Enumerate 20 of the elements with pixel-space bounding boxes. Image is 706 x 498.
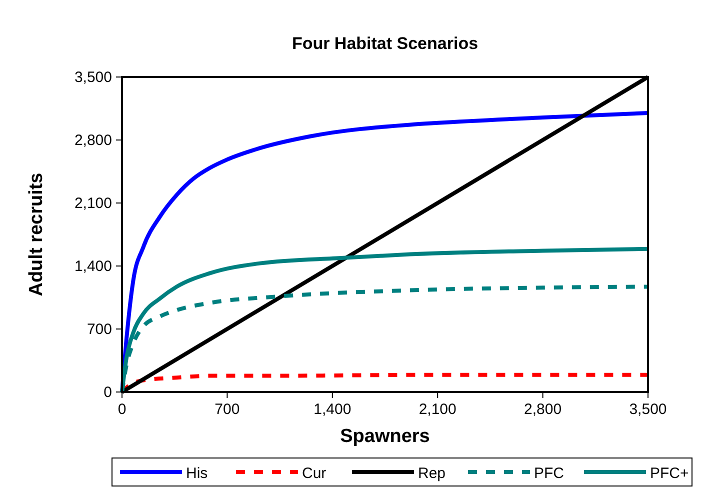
y-axis-title: Adult recruits [26,172,47,296]
y-tick-label: 3,500 [74,69,112,86]
x-tick-label: 0 [118,401,126,418]
y-tick-label: 2,100 [74,195,112,212]
chart-title: Four Habitat Scenarios [292,34,478,53]
legend-label: Cur [302,465,326,482]
x-tick-label: 2,800 [524,401,562,418]
y-tick-label: 1,400 [74,258,112,275]
legend-label: PFC [534,465,564,482]
legend-label: Rep [418,465,446,482]
x-tick-label: 3,500 [629,401,667,418]
legend-label: PFC+ [650,465,689,482]
x-tick-label: 700 [214,401,240,418]
legend-label: His [186,465,208,482]
y-tick-label: 2,800 [74,132,112,149]
x-tick-label: 1,400 [314,401,352,418]
x-axis-title: Spawners [340,426,430,447]
x-tick-label: 2,100 [418,401,456,418]
y-tick-label: 700 [86,321,112,338]
y-tick-label: 0 [104,384,112,401]
